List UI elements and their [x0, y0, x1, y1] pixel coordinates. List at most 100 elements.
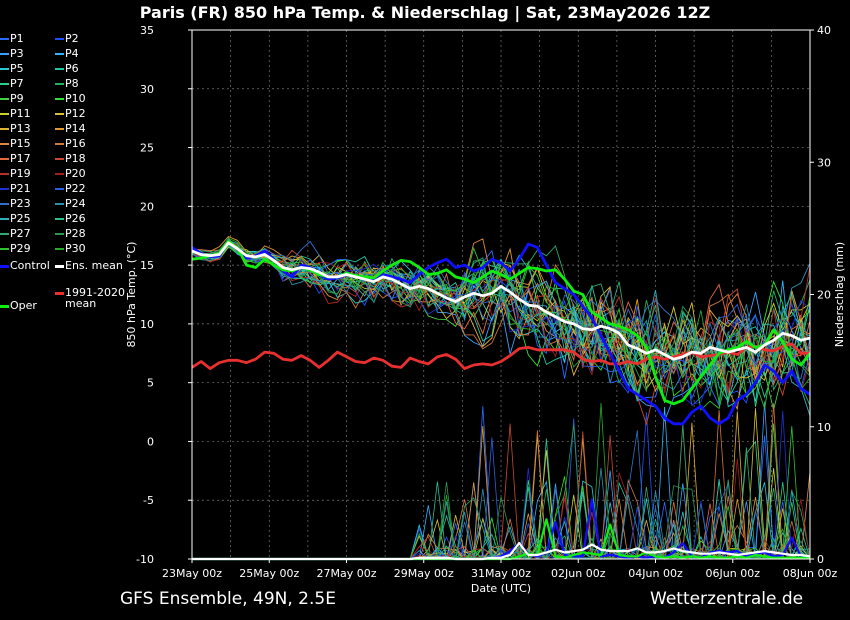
- legend-clim-mean-label: mean: [65, 297, 97, 310]
- legend-item-ens-mean: Ens. mean: [55, 260, 123, 272]
- legend-item-p12: P12: [55, 108, 86, 120]
- legend-item-p13: P13: [0, 123, 31, 135]
- legend-label: P9: [10, 92, 24, 105]
- legend-label: P10: [65, 92, 86, 105]
- y2-tick-label-2: 20: [817, 289, 831, 302]
- legend-swatch: [0, 143, 9, 145]
- legend-item-p27: P27: [0, 228, 31, 240]
- legend-item-p21: P21: [0, 183, 31, 195]
- legend-swatch: [55, 203, 64, 205]
- legend-item-p24: P24: [55, 198, 86, 210]
- legend-swatch: [55, 113, 64, 115]
- legend-swatch: [55, 233, 64, 235]
- y-tick-label-8: 30: [140, 83, 154, 96]
- legend-item-control: Control: [0, 260, 50, 272]
- y-tick-label-0: -10: [136, 553, 154, 566]
- legend-label: P15: [10, 137, 31, 150]
- legend-swatch: [55, 291, 64, 295]
- x-tick-label-3: 29May 00z: [394, 567, 454, 580]
- series-control: [191, 240, 811, 426]
- legend-item-p20: P20: [55, 168, 86, 180]
- member-line-P26: [191, 237, 811, 404]
- legend-item-p17: P17: [0, 153, 31, 165]
- legend-item-p26: P26: [55, 213, 86, 225]
- legend-swatch: [55, 218, 64, 220]
- legend: P1 P2 P3 P4 P5 P6 P7 P8 P9 P10 P11 P12 P13 P14 P15 P16 P…: [0, 31, 130, 321]
- legend-swatch: [55, 173, 64, 175]
- legend-item-p29: P29: [0, 243, 31, 255]
- member-line-P23: [191, 240, 811, 380]
- member-line-P16: [191, 241, 811, 375]
- legend-label: P2: [65, 32, 79, 45]
- legend-label: Oper: [10, 299, 37, 312]
- legend-swatch: [55, 158, 64, 160]
- legend-item-p16: P16: [55, 138, 86, 150]
- legend-swatch: [0, 83, 9, 85]
- x-axis-label: Date (UTC): [471, 582, 531, 595]
- legend-swatch: [0, 38, 9, 40]
- legend-swatch: [0, 304, 9, 308]
- legend-label: P20: [65, 167, 86, 180]
- legend-label: P25: [10, 212, 31, 225]
- legend-label: Control: [10, 259, 50, 272]
- legend-item-p18: P18: [55, 153, 86, 165]
- legend-label: P7: [10, 77, 24, 90]
- x-tick-label-8: 08Jun 00z: [783, 567, 838, 580]
- legend-item-p22: P22: [55, 183, 86, 195]
- x-tick-label-7: 06Jun 00z: [706, 567, 761, 580]
- legend-swatch: [0, 128, 9, 130]
- legend-label: P18: [65, 152, 86, 165]
- legend-swatch: [0, 173, 9, 175]
- y-axis-label: 850 hPa Temp. (°C): [125, 242, 138, 348]
- legend-swatch: [0, 203, 9, 205]
- x-tick-label-2: 27May 00z: [316, 567, 376, 580]
- legend-label: P27: [10, 227, 31, 240]
- legend-label: P24: [65, 197, 86, 210]
- y2-tick-label-1: 10: [817, 421, 831, 434]
- legend-label: P17: [10, 152, 31, 165]
- x-tick-label-1: 25May 00z: [239, 567, 299, 580]
- legend-label: P21: [10, 182, 31, 195]
- legend-label: P29: [10, 242, 31, 255]
- legend-label: P13: [10, 122, 31, 135]
- legend-label: P1: [10, 32, 24, 45]
- legend-item-p8: P8: [55, 78, 79, 90]
- y-tick-label-1: -5: [143, 494, 154, 507]
- legend-item-clim-mean: 1991-2020: [55, 287, 125, 299]
- chart-title: Paris (FR) 850 hPa Temp. & Niederschlag …: [139, 3, 711, 22]
- legend-item-p7: P7: [0, 78, 24, 90]
- legend-label: P5: [10, 62, 24, 75]
- series-1991-2020-mean: [191, 342, 810, 371]
- legend-swatch: [55, 38, 64, 40]
- legend-swatch: [55, 83, 64, 85]
- legend-label: P16: [65, 137, 86, 150]
- legend-label: Ens. mean: [65, 259, 123, 272]
- legend-label: P4: [65, 47, 79, 60]
- legend-label: P14: [65, 122, 86, 135]
- legend-label: P28: [65, 227, 86, 240]
- legend-label: P12: [65, 107, 86, 120]
- legend-swatch: [0, 188, 9, 190]
- legend-item-p10: P10: [55, 93, 86, 105]
- legend-label: 1991-2020: [65, 286, 125, 299]
- legend-item-p14: P14: [55, 123, 86, 135]
- legend-swatch: [55, 98, 64, 100]
- legend-item-oper: Oper: [0, 300, 37, 312]
- legend-swatch: [55, 188, 64, 190]
- legend-swatch: [0, 53, 9, 55]
- member-line-P28: [191, 244, 811, 397]
- legend-label: P22: [65, 182, 86, 195]
- legend-item-p19: P19: [0, 168, 31, 180]
- legend-item-p4: P4: [55, 48, 79, 60]
- y-tick-label-9: 35: [140, 24, 154, 37]
- legend-label: P19: [10, 167, 31, 180]
- legend-swatch: [55, 143, 64, 145]
- legend-label: P23: [10, 197, 31, 210]
- x-tick-label-6: 04Jun 00z: [628, 567, 683, 580]
- legend-swatch: [0, 233, 9, 235]
- legend-swatch: [0, 158, 9, 160]
- legend-item-p28: P28: [55, 228, 86, 240]
- legend-swatch: [0, 98, 9, 100]
- legend-item-p23: P23: [0, 198, 31, 210]
